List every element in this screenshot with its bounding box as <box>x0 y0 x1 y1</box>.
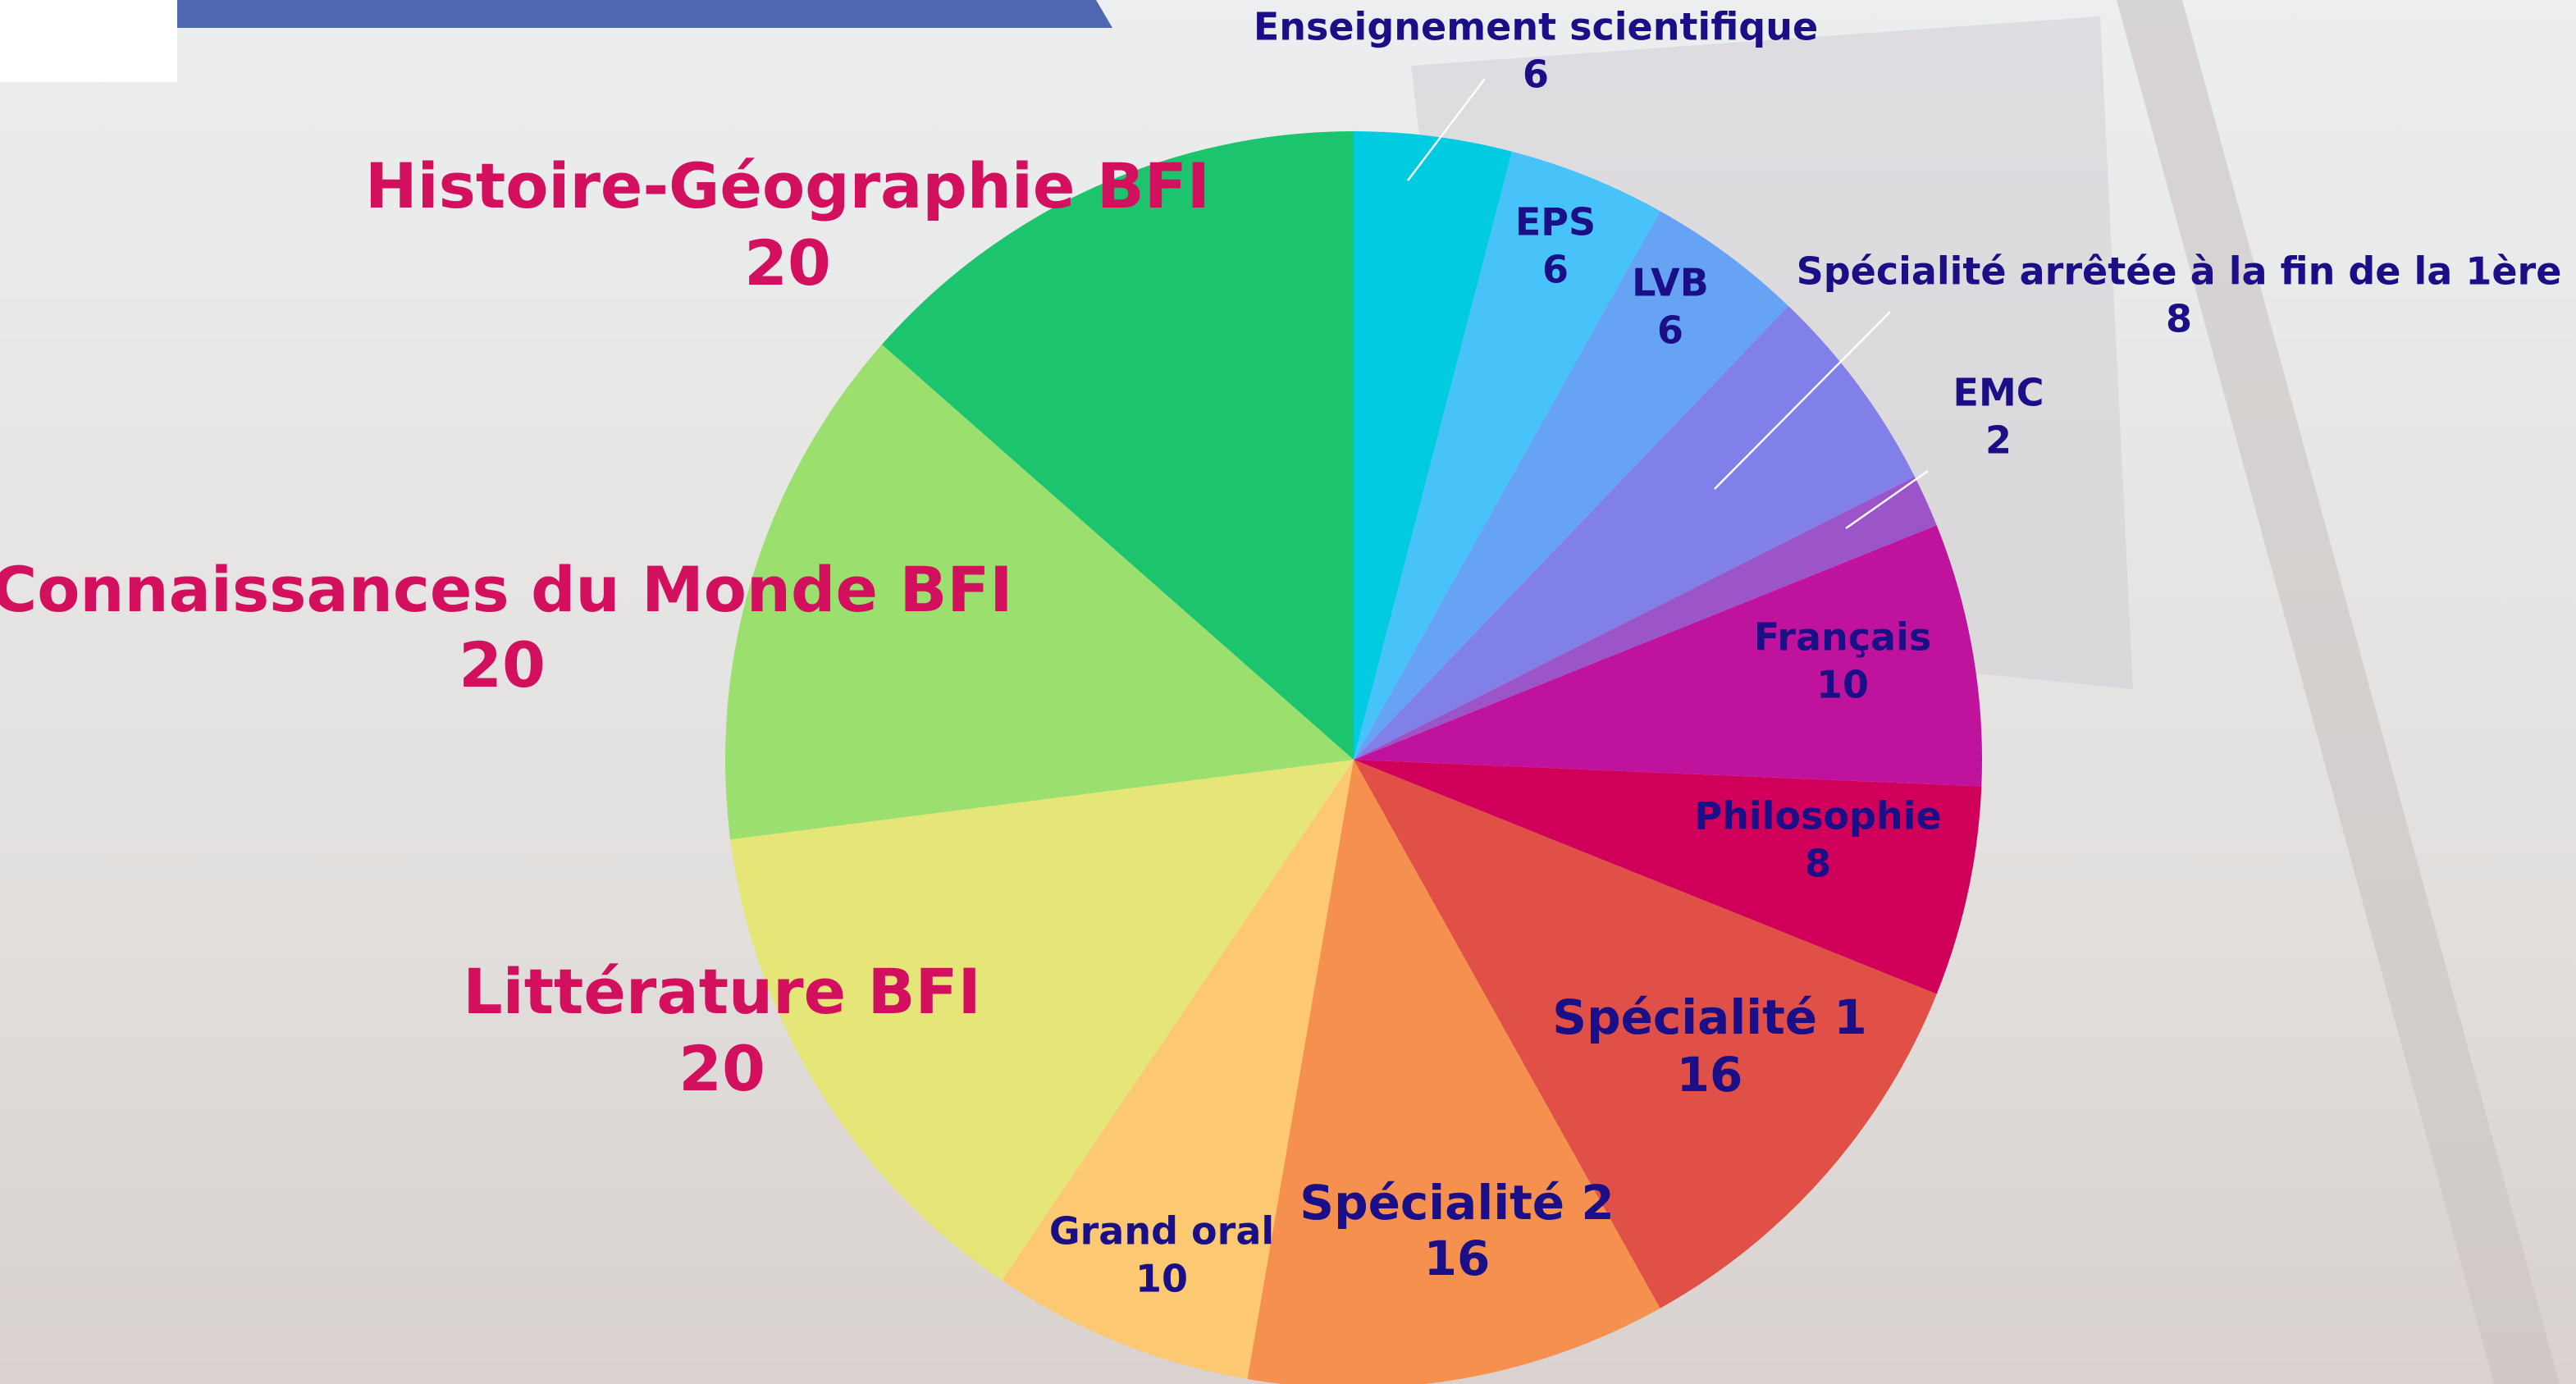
slice-value: 16 <box>1677 1047 1743 1103</box>
chart: Enseignement scientifique6EPS6LVB6Spécia… <box>0 0 2576 1384</box>
slice-label: EPS <box>1515 200 1596 244</box>
slice-label: Philosophie <box>1694 794 1941 838</box>
slice-value: 20 <box>678 1032 765 1105</box>
slice-label: Français <box>1754 615 1931 660</box>
slice-label: EMC <box>1953 371 2044 415</box>
slice-label: Enseignement scientifique <box>1254 5 1818 49</box>
slice-label: Spécialité 2 <box>1299 1175 1614 1231</box>
slice-value: 6 <box>1523 53 1549 97</box>
header-bar <box>177 0 1112 28</box>
slice-label: Grand oral <box>1049 1209 1274 1254</box>
slice-value: 10 <box>1135 1257 1188 1301</box>
slice-value: 16 <box>1424 1231 1491 1286</box>
slice-label: Connaissances du Monde BFI <box>0 553 1013 626</box>
slice-value: 20 <box>744 226 831 299</box>
slice-value: 2 <box>1985 418 2012 463</box>
slice-label: Littérature BFI <box>463 955 981 1028</box>
slice-value: 6 <box>1657 308 1683 353</box>
slice-value: 20 <box>459 628 546 701</box>
slice-value: 8 <box>1805 842 1831 886</box>
slice-value: 10 <box>1816 663 1869 707</box>
slice-value: 8 <box>2166 297 2192 341</box>
slice-value: 6 <box>1542 248 1569 292</box>
slice-label: Spécialité 1 <box>1552 989 1866 1045</box>
logo-box <box>0 0 177 82</box>
slice-label: LVB <box>1632 261 1709 305</box>
slice-label: Spécialité arrêtée à la fin de la 1ère <box>1797 249 2562 294</box>
slice-label: Histoire-Géographie BFI <box>365 149 1210 222</box>
